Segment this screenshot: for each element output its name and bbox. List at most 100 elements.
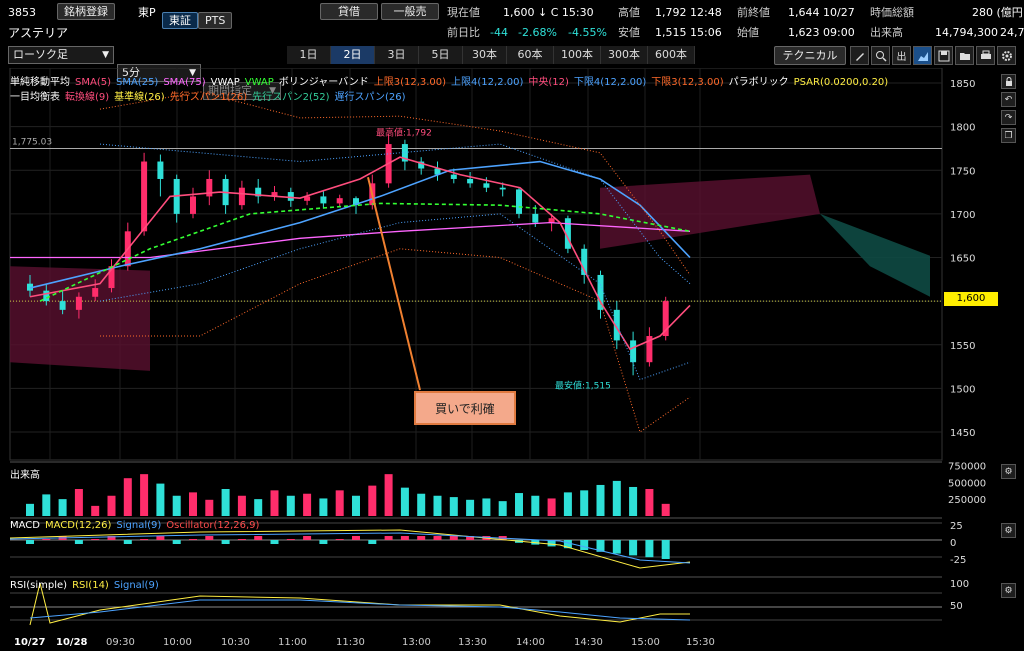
- macd-histogram-bar: [629, 540, 638, 556]
- chart-icon[interactable]: [913, 46, 932, 65]
- volume-settings-icon[interactable]: ⚙: [1001, 464, 1016, 479]
- current-price-tag: 1,600: [944, 292, 998, 306]
- rsi-settings-icon[interactable]: ⚙: [1001, 583, 1016, 598]
- candle-body: [581, 248, 588, 275]
- candle-body: [597, 274, 604, 310]
- sma75-line: [10, 221, 691, 259]
- volume-bar: [107, 495, 116, 516]
- macd-histogram-bar: [661, 540, 670, 559]
- macd-histogram-bar: [612, 540, 621, 554]
- candle-body: [662, 301, 669, 337]
- macd-legend-item: Oscillator(12,26,9): [166, 520, 260, 531]
- register-button[interactable]: 銘柄登録: [57, 3, 115, 20]
- macd-histogram-bar: [449, 536, 458, 540]
- candle-body: [613, 309, 620, 341]
- save-icon[interactable]: [934, 46, 953, 65]
- vwap-line: [39, 202, 691, 302]
- legend-item: 転換線(9): [65, 92, 110, 103]
- tool-icons: 出: [850, 46, 1016, 65]
- change-pct: -2.68%: [518, 25, 557, 39]
- volume-tick-label: 250000: [948, 495, 986, 506]
- legend-item: 下限3(12,3.00): [651, 77, 724, 88]
- volume-bar: [58, 499, 67, 516]
- timeframe-4[interactable]: 30本: [463, 46, 507, 64]
- legend-item: SMA(5): [75, 77, 111, 88]
- callout-arrow: [367, 176, 421, 391]
- volume-bar: [172, 495, 181, 516]
- copy-icon[interactable]: ❐: [1001, 128, 1016, 143]
- chart-type-value: ローソク足: [13, 48, 68, 61]
- volume-label: 出来高: [870, 26, 903, 39]
- volume-bar: [645, 489, 654, 516]
- volume-bar: [26, 503, 34, 516]
- volume-bar: [547, 498, 556, 516]
- legend-item: 中央(12): [528, 77, 569, 88]
- lend-button[interactable]: 貸借: [320, 3, 378, 20]
- candle-body: [532, 213, 539, 223]
- change-label: 前日比: [447, 26, 480, 39]
- folder-icon[interactable]: [955, 46, 974, 65]
- lock-icon[interactable]: [1001, 74, 1016, 89]
- pencil-icon[interactable]: [850, 46, 869, 65]
- timeframe-1[interactable]: 2日: [331, 46, 375, 64]
- volume-bar: [205, 499, 214, 516]
- volume-bar: [580, 490, 589, 516]
- macd-histogram-bar: [303, 536, 312, 540]
- macd-histogram-bar: [205, 536, 214, 540]
- redo-icon[interactable]: ↷: [1001, 110, 1016, 125]
- legend-item: VWAP: [210, 77, 240, 88]
- legend-item: 下限4(12,2.00): [573, 77, 647, 88]
- zoom-icon[interactable]: [871, 46, 890, 65]
- candle-body: [206, 178, 213, 197]
- chevron-down-icon: ▼: [189, 68, 196, 78]
- volume-bar: [482, 498, 491, 516]
- chart-area[interactable]: 1850180017501700165016001550150014501,77…: [0, 68, 1024, 651]
- volume-bar: [237, 495, 246, 516]
- timeframe-8[interactable]: 600本: [648, 46, 695, 64]
- tab-tosho[interactable]: 東証: [162, 12, 198, 29]
- volume-bar: [123, 478, 132, 516]
- volume-bar: [466, 499, 475, 516]
- macd-histogram-bar: [400, 536, 409, 540]
- volume-bar: [596, 484, 605, 516]
- time-tick-label: 14:00: [516, 637, 545, 648]
- candle-body: [271, 192, 278, 197]
- timeframe-2[interactable]: 3日: [375, 46, 419, 64]
- bb-lower3: [100, 248, 691, 433]
- print-icon[interactable]: [976, 46, 995, 65]
- general-sell-button[interactable]: 一般売: [381, 3, 439, 20]
- macd-histogram-bar: [547, 540, 556, 547]
- rsi-tick-label: 100: [950, 579, 969, 590]
- main-panel-frame: [9, 68, 943, 461]
- candle-body: [548, 218, 555, 223]
- gear-icon[interactable]: [997, 46, 1016, 65]
- macd-legend-item: MACD: [10, 520, 40, 531]
- candle-body: [516, 189, 522, 214]
- chart-type-select[interactable]: ローソク足 ▼: [8, 46, 114, 64]
- technical-button[interactable]: テクニカル: [774, 46, 846, 65]
- candle-body: [646, 336, 653, 363]
- legend-item: 先行スパン1(26): [169, 92, 248, 103]
- low-marker: 最安値:1,515: [555, 379, 611, 391]
- timeframe-5[interactable]: 60本: [507, 46, 554, 64]
- macd-legend-item: MACD(12,26): [44, 520, 112, 531]
- legend-item: 先行スパン2(52): [252, 92, 330, 103]
- macd-settings-icon[interactable]: ⚙: [1001, 523, 1016, 538]
- high-value: 1,792 12:48: [655, 5, 722, 19]
- tab-pts[interactable]: PTS: [198, 12, 233, 29]
- open-label: 始値: [737, 26, 759, 39]
- timeframe-6[interactable]: 100本: [554, 46, 601, 64]
- callout-box: 買いで利確: [414, 391, 516, 425]
- output-icon[interactable]: 出: [892, 46, 911, 65]
- macd-histogram-bar: [91, 539, 100, 540]
- timeframe-0[interactable]: 1日: [287, 46, 331, 64]
- macd-histogram-bar: [74, 540, 83, 544]
- timeframe-7[interactable]: 300本: [601, 46, 648, 64]
- undo-icon[interactable]: ↶: [1001, 92, 1016, 107]
- time-tick-label: 09:30: [106, 637, 135, 648]
- macd-histogram-bar: [221, 540, 230, 544]
- timeframe-3[interactable]: 5日: [419, 46, 463, 64]
- candle-body: [564, 218, 571, 249]
- macd-legend-item: Signal(9): [116, 520, 162, 531]
- mktcap-label: 時価総額: [870, 6, 914, 19]
